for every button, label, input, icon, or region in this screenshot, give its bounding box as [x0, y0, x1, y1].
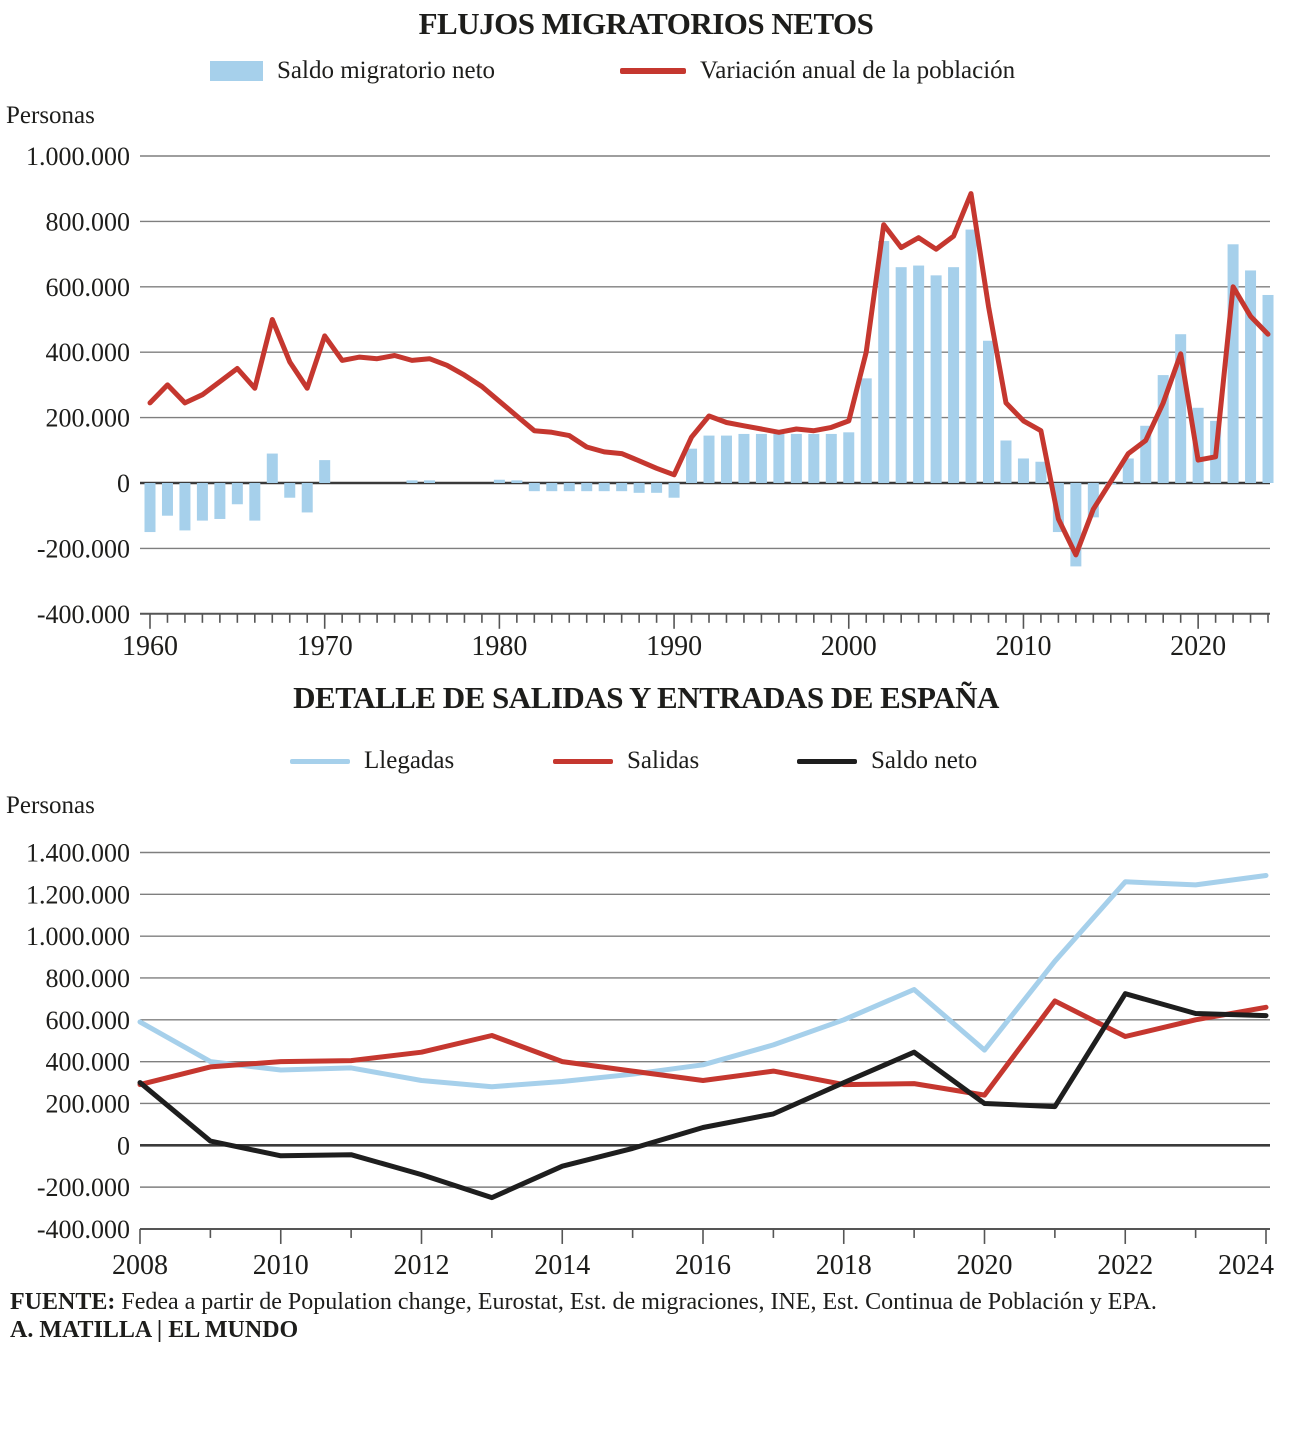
arrivals-departures-chart: 1.400.000 1.200.000 1.000.000 800.000 600.00… — [26, 838, 1274, 1281]
svg-text:2020: 2020 — [1170, 631, 1226, 662]
legend-item-variacion-anual: Variación anual de la población — [620, 56, 1015, 86]
legend-label-salidas: Salidas — [627, 747, 700, 774]
net-migration-flows-chart: 1.000.000 800.000 600.000 400.000 200.000 0 -2… — [26, 142, 1274, 662]
svg-text:1.400.000: 1.400.000 — [26, 838, 130, 867]
legend-label-saldo-migratorio: Saldo migratorio neto — [277, 57, 496, 84]
svg-text:200.000: 200.000 — [46, 1089, 131, 1118]
svg-text:400.000: 400.000 — [46, 338, 131, 367]
svg-text:-200.000: -200.000 — [37, 534, 130, 563]
svg-text:-400.000: -400.000 — [37, 1215, 130, 1244]
chart2-title: DETALLE DE SALIDAS Y ENTRADAS DE ESPAÑA — [293, 680, 999, 715]
chart2-unit-label: Personas — [6, 792, 95, 819]
credit-line: A. MATILLA | EL MUNDO — [10, 1317, 299, 1343]
svg-text:1960: 1960 — [122, 631, 178, 662]
legend-item-saldo-migratorio: Saldo migratorio neto — [210, 56, 495, 86]
svg-text:2020: 2020 — [957, 1250, 1013, 1281]
svg-text:0: 0 — [117, 1131, 130, 1160]
svg-text:200.000: 200.000 — [46, 404, 131, 433]
svg-text:2012: 2012 — [394, 1250, 450, 1281]
svg-text:2000: 2000 — [821, 631, 877, 662]
svg-text:-200.000: -200.000 — [37, 1173, 130, 1202]
svg-text:2014: 2014 — [534, 1250, 590, 1281]
saldo-neto-swatch — [797, 758, 857, 764]
svg-text:2018: 2018 — [816, 1250, 872, 1281]
svg-text:1970: 1970 — [297, 631, 353, 662]
svg-text:1990: 1990 — [646, 631, 702, 662]
variacion-anual-swatch — [620, 68, 686, 74]
source-label: FUENTE: — [10, 1289, 116, 1315]
svg-text:2008: 2008 — [112, 1250, 168, 1281]
chart1-title: FLUJOS MIGRATORIOS NETOS — [418, 6, 874, 41]
salidas-swatch — [553, 758, 613, 764]
source-text: Fedea a partir de Population change, Eur… — [115, 1289, 1157, 1315]
legend-item-saldo-neto: Saldo neto — [797, 746, 977, 776]
legend-item-salidas: Salidas — [553, 746, 699, 776]
svg-text:2010: 2010 — [995, 631, 1051, 662]
svg-text:2024: 2024 — [1218, 1250, 1274, 1281]
legend-label-llegadas: Llegadas — [364, 747, 455, 774]
svg-text:600.000: 600.000 — [46, 1006, 131, 1035]
legend-item-llegadas: Llegadas — [290, 746, 454, 776]
svg-text:2016: 2016 — [675, 1250, 731, 1281]
svg-text:1.000.000: 1.000.000 — [26, 142, 130, 171]
chart1-unit-label: Personas — [6, 102, 95, 129]
llegadas-swatch — [290, 758, 350, 764]
svg-text:1980: 1980 — [471, 631, 527, 662]
source-line: FUENTE: Fedea a partir de Population cha… — [10, 1289, 1157, 1316]
svg-text:800.000: 800.000 — [46, 964, 131, 993]
svg-text:2010: 2010 — [253, 1250, 309, 1281]
svg-text:400.000: 400.000 — [46, 1048, 131, 1077]
legend-label-saldo-neto: Saldo neto — [871, 747, 978, 774]
saldo-migratorio-swatch — [210, 61, 263, 81]
svg-text:0: 0 — [117, 469, 130, 498]
svg-text:-400.000: -400.000 — [37, 600, 130, 629]
svg-text:2022: 2022 — [1097, 1250, 1153, 1281]
legend-label-variacion-anual: Variación anual de la población — [700, 57, 1016, 84]
svg-text:1.000.000: 1.000.000 — [26, 922, 130, 951]
svg-text:800.000: 800.000 — [46, 207, 131, 236]
svg-text:600.000: 600.000 — [46, 273, 131, 302]
svg-text:1.200.000: 1.200.000 — [26, 880, 130, 909]
